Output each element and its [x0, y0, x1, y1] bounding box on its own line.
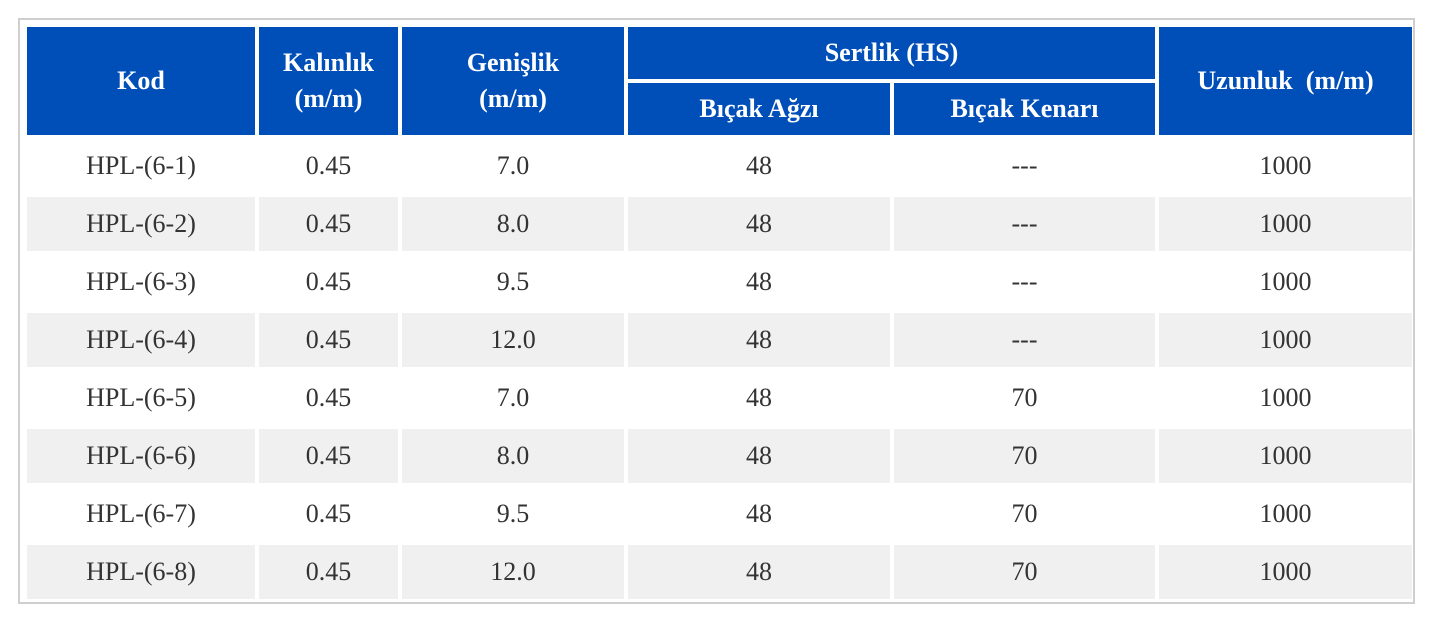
cell-kod: HPL-(6-8) — [27, 545, 255, 599]
cell-kod: HPL-(6-4) — [27, 313, 255, 367]
cell-genislik: 9.5 — [402, 255, 624, 309]
header-kod: Kod — [27, 27, 255, 135]
cell-bicak-agzi: 48 — [628, 487, 890, 541]
cell-bicak-agzi: 48 — [628, 545, 890, 599]
cell-bicak-agzi: 48 — [628, 371, 890, 425]
header-uzunluk: Uzunluk (m/m) — [1159, 27, 1413, 135]
cell-bicak-agzi: 48 — [628, 313, 890, 367]
cell-kalinlik: 0.45 — [259, 545, 398, 599]
cell-uzunluk: 1000 — [1159, 429, 1413, 483]
cell-kod: HPL-(6-1) — [27, 139, 255, 193]
cell-uzunluk: 1000 — [1159, 255, 1413, 309]
header-bicak-kenari: Bıçak Kenarı — [894, 83, 1156, 135]
table-frame: Kod Kalınlık (m/m) Genişlik (m/m) Sertli… — [18, 18, 1415, 604]
header-bicak-agzi: Bıçak Ağzı — [628, 83, 890, 135]
cell-bicak-agzi: 48 — [628, 197, 890, 251]
cell-uzunluk: 1000 — [1159, 487, 1413, 541]
cell-genislik: 7.0 — [402, 371, 624, 425]
header-genislik: Genişlik (m/m) — [402, 27, 624, 135]
cell-kod: HPL-(6-7) — [27, 487, 255, 541]
cell-genislik: 7.0 — [402, 139, 624, 193]
cell-kalinlik: 0.45 — [259, 429, 398, 483]
cell-kod: HPL-(6-6) — [27, 429, 255, 483]
cell-bicak-agzi: 48 — [628, 255, 890, 309]
table-row: HPL-(6-6) 0.45 8.0 48 70 1000 — [27, 429, 1413, 483]
table-row: HPL-(6-8) 0.45 12.0 48 70 1000 — [27, 545, 1413, 599]
cell-bicak-kenari: 70 — [894, 429, 1156, 483]
cell-genislik: 8.0 — [402, 429, 624, 483]
header-sertlik: Sertlik (HS) — [628, 27, 1156, 79]
cell-genislik: 12.0 — [402, 313, 624, 367]
cell-kalinlik: 0.45 — [259, 255, 398, 309]
cell-bicak-kenari: --- — [894, 139, 1156, 193]
table-row: HPL-(6-4) 0.45 12.0 48 --- 1000 — [27, 313, 1413, 367]
cell-uzunluk: 1000 — [1159, 313, 1413, 367]
cell-kalinlik: 0.45 — [259, 197, 398, 251]
cell-kalinlik: 0.45 — [259, 313, 398, 367]
table-body: HPL-(6-1) 0.45 7.0 48 --- 1000 HPL-(6-2) 0.45 8.… — [27, 139, 1413, 599]
table-row: HPL-(6-2) 0.45 8.0 48 --- 1000 — [27, 197, 1413, 251]
cell-kod: HPL-(6-2) — [27, 197, 255, 251]
cell-uzunluk: 1000 — [1159, 371, 1413, 425]
cell-genislik: 12.0 — [402, 545, 624, 599]
table-row: HPL-(6-3) 0.45 9.5 48 --- 1000 — [27, 255, 1413, 309]
cell-bicak-kenari: 70 — [894, 487, 1156, 541]
table-row: HPL-(6-1) 0.45 7.0 48 --- 1000 — [27, 139, 1413, 193]
cell-kalinlik: 0.45 — [259, 487, 398, 541]
cell-bicak-kenari: 70 — [894, 545, 1156, 599]
cell-kod: HPL-(6-3) — [27, 255, 255, 309]
cell-genislik: 9.5 — [402, 487, 624, 541]
cell-bicak-kenari: --- — [894, 197, 1156, 251]
cell-kalinlik: 0.45 — [259, 371, 398, 425]
header-genislik-line1: Genişlik — [466, 48, 560, 77]
cell-genislik: 8.0 — [402, 197, 624, 251]
cell-uzunluk: 1000 — [1159, 197, 1413, 251]
table-row: HPL-(6-7) 0.45 9.5 48 70 1000 — [27, 487, 1413, 541]
cell-kalinlik: 0.45 — [259, 139, 398, 193]
cell-bicak-kenari: 70 — [894, 371, 1156, 425]
cell-uzunluk: 1000 — [1159, 139, 1413, 193]
cell-bicak-agzi: 48 — [628, 429, 890, 483]
header-genislik-line2: (m/m) — [479, 84, 547, 113]
product-spec-table: Kod Kalınlık (m/m) Genişlik (m/m) Sertli… — [23, 23, 1416, 603]
cell-bicak-agzi: 48 — [628, 139, 890, 193]
cell-uzunluk: 1000 — [1159, 545, 1413, 599]
cell-bicak-kenari: --- — [894, 255, 1156, 309]
header-kalinlik-line2: (m/m) — [294, 84, 363, 113]
cell-kod: HPL-(6-5) — [27, 371, 255, 425]
header-kalinlik-line1: Kalınlık — [282, 48, 375, 77]
header-kalinlik: Kalınlık (m/m) — [259, 27, 398, 135]
cell-bicak-kenari: --- — [894, 313, 1156, 367]
table-row: HPL-(6-5) 0.45 7.0 48 70 1000 — [27, 371, 1413, 425]
